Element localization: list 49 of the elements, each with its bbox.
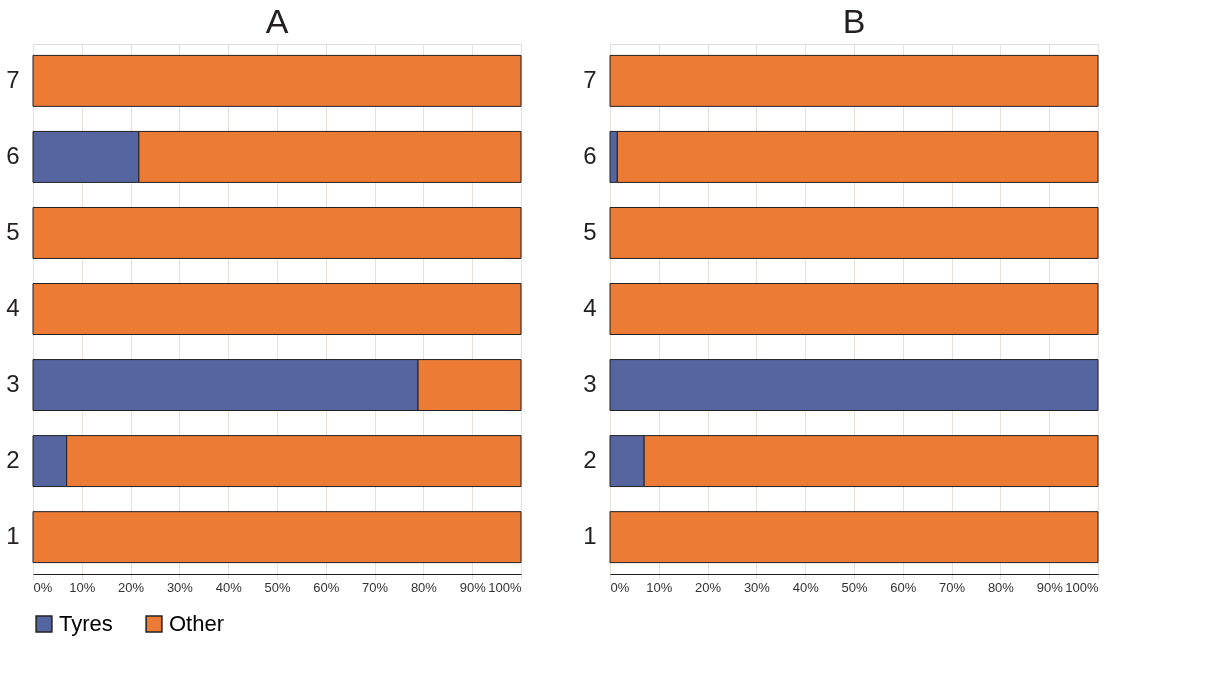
x-tick-label: 10% [69,579,96,595]
legend-label: Other [169,611,225,636]
x-tick-label: 40% [215,579,243,595]
x-tick-label: 10% [646,579,673,595]
x-tick-label: 70% [939,579,966,595]
bar [609,359,1099,412]
bar [609,54,1099,107]
y-tick-label: 7 [6,65,20,93]
bar [32,206,522,259]
y-tick-label: 3 [6,370,20,398]
y-tick-label: 2 [6,446,20,474]
x-tick-label: 50% [264,579,291,595]
y-tick-label: 1 [583,522,597,550]
bar [609,206,1099,259]
chart-title: A [265,2,289,40]
x-tick-label: 0% [610,579,630,595]
y-tick-label: 1 [6,522,20,550]
x-tick-label: 30% [743,579,771,595]
y-tick-label: 4 [583,294,597,321]
y-tick-label: 4 [6,294,20,321]
x-tick-label: 60% [890,579,917,595]
bar [32,54,522,107]
chart-title: B [842,2,866,40]
y-tick-label: 5 [583,217,597,245]
y-tick-label: 6 [583,141,597,169]
x-tick-label: 60% [313,579,340,595]
y-tick-label: 6 [6,141,20,169]
x-tick-label: 90% [459,579,487,595]
y-tick-label: 5 [6,217,20,245]
x-tick-label: 30% [166,579,194,595]
x-tick-label: 80% [410,579,438,595]
x-tick-label: 70% [362,579,389,595]
x-tick-label: 50% [841,579,868,595]
x-tick-label: 40% [792,579,820,595]
x-tick-label: 0% [33,579,53,595]
y-tick-label: 3 [583,370,597,398]
legend-label: Tyres [59,611,113,636]
y-tick-label: 2 [583,446,597,474]
x-tick-label: 80% [987,579,1015,595]
x-tick-label: 100% [488,579,522,595]
x-tick-label: 20% [695,579,722,595]
x-tick-label: 90% [1036,579,1064,595]
x-tick-label: 100% [1065,579,1099,595]
x-tick-label: 20% [118,579,145,595]
bar [609,283,1099,335]
bar [609,511,1099,564]
bar [32,511,522,564]
y-tick-label: 7 [583,65,597,93]
bar [32,283,522,335]
